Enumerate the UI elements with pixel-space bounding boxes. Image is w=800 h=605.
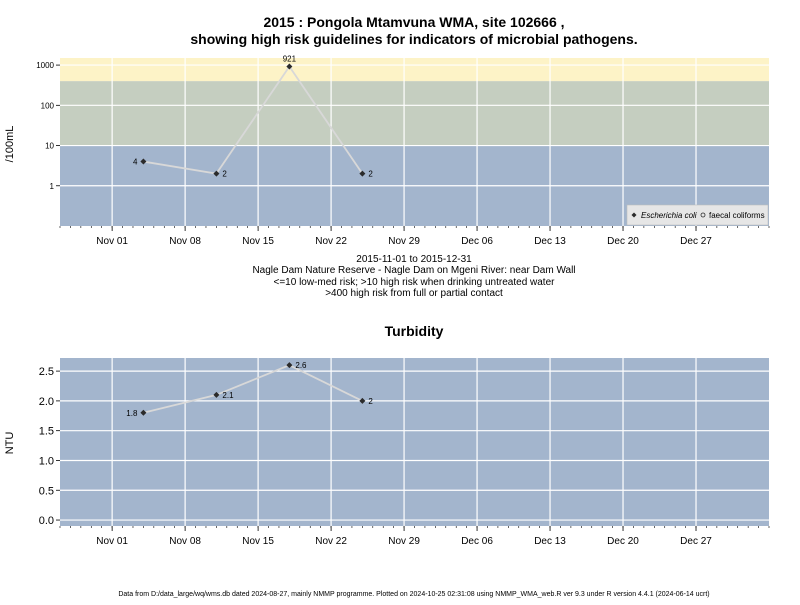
- top-point-2: [286, 63, 293, 70]
- top-chart-title-line1: 2015 : Pongola Mtamvuna WMA, site 102666…: [263, 14, 564, 30]
- legend: Escherichia coli faecal coliforms: [626, 204, 769, 226]
- top-y-tick-label-3: 1000: [36, 61, 54, 70]
- top-data-label-0: 4: [133, 158, 138, 167]
- bottom-y-ticks: 0.0 0.5 1.0 1.5 2.0 2.5: [39, 366, 60, 527]
- bot-data-label-1: 2.1: [222, 391, 234, 400]
- bottom-series-line: [143, 364, 363, 414]
- legend-entry-faecal: faecal coliforms: [709, 211, 765, 220]
- top-x-tick-label-0: Nov 01: [96, 236, 128, 247]
- top-point-1: [213, 170, 220, 177]
- bottom-x-ticks: Nov 01 Nov 08 Nov 15 Nov 22 Nov 29 Dec 06 Dec …: [59, 526, 770, 547]
- top-series-line-0: [143, 64, 364, 175]
- bot-data-label-3: 2: [368, 397, 373, 406]
- subtitle-site: Nagle Dam Nature Reserve - Nagle Dam on …: [252, 265, 575, 276]
- legend-box: [626, 204, 769, 226]
- top-grid: [60, 58, 769, 226]
- bot-x-tick-label-8: Dec 27: [680, 536, 712, 547]
- bot-x-tick-label-5: Dec 06: [461, 536, 493, 547]
- top-point-0: [140, 158, 147, 165]
- bot-x-tick-label-7: Dec 20: [607, 536, 639, 547]
- bot-data-label-2: 2.6: [295, 361, 307, 370]
- legend-entry-ecoli: Escherichia coli: [641, 211, 697, 220]
- subtitle-guideline-drinking: <=10 low-med risk; >10 high risk when dr…: [274, 277, 556, 288]
- bot-y-tick-label-3: 1.5: [39, 426, 54, 438]
- bot-y-tick-label-0: 0.0: [39, 515, 54, 527]
- risk-band-1: [60, 81, 769, 146]
- footer-note: Data from D:/data_large/wq/wms.db dated …: [118, 591, 709, 598]
- bot-series-line-0: [143, 364, 363, 414]
- top-series-line: [143, 64, 364, 175]
- risk-bands: [60, 58, 769, 226]
- top-data-labels: 4 2 921 2: [133, 55, 373, 179]
- top-data-label-2: 921: [283, 55, 297, 64]
- top-x-tick-label-2: Nov 15: [242, 236, 274, 247]
- bot-point-2: [286, 362, 293, 369]
- bot-x-tick-label-3: Nov 22: [315, 536, 347, 547]
- subtitle-date-range: 2015-11-01 to 2015-12-31: [356, 254, 472, 265]
- bottom-chart-title: Turbidity: [385, 323, 444, 339]
- bot-point-3: [359, 397, 366, 404]
- legend-marker-ecoli: [631, 212, 637, 218]
- bottom-plot-background: [60, 358, 769, 526]
- top-y-tick-label-2: 100: [41, 101, 55, 110]
- top-x-tick-label-5: Dec 06: [461, 236, 493, 247]
- bot-point-0: [140, 409, 147, 416]
- bot-x-tick-label-2: Nov 15: [242, 536, 274, 547]
- top-y-axis-label: /100mL: [4, 126, 16, 163]
- top-x-tick-label-1: Nov 08: [169, 236, 201, 247]
- top-x-tick-label-7: Dec 20: [607, 236, 639, 247]
- top-point-3: [359, 170, 366, 177]
- bot-y-tick-label-2: 1.0: [39, 455, 54, 467]
- top-y-tick-label-0: 1: [50, 182, 55, 191]
- top-data-label-1: 2: [222, 170, 227, 179]
- bot-x-tick-label-6: Dec 13: [534, 536, 566, 547]
- bot-data-label-0: 1.8: [126, 409, 138, 418]
- top-chart: 4 2 921 2 Nov 01 Nov 08 Nov 15 Nov 22 Nov 29 Dec…: [4, 55, 770, 247]
- top-data-label-3: 2: [368, 170, 373, 179]
- risk-band-2: [60, 58, 769, 82]
- bottom-data-labels: 1.8 2.1 2.6 2: [126, 361, 373, 418]
- bottom-grid: [60, 358, 769, 526]
- top-x-tick-label-4: Nov 29: [388, 236, 420, 247]
- bot-y-tick-label-5: 2.5: [39, 366, 54, 378]
- top-y-tick-label-1: 10: [45, 142, 54, 151]
- bot-x-tick-label-1: Nov 08: [169, 536, 201, 547]
- bottom-series-markers: [140, 362, 366, 416]
- bot-y-tick-label-1: 0.5: [39, 485, 54, 497]
- top-x-tick-label-3: Nov 22: [315, 236, 347, 247]
- bot-x-tick-label-4: Nov 29: [388, 536, 420, 547]
- top-x-tick-label-8: Dec 27: [680, 236, 712, 247]
- top-x-ticks: Nov 01 Nov 08 Nov 15 Nov 22 Nov 29 Dec 06 Dec …: [59, 226, 770, 247]
- top-x-tick-label-6: Dec 13: [534, 236, 566, 247]
- legend-marker-faecal: [700, 212, 706, 218]
- top-y-ticks: 1 10 100 1000: [36, 61, 60, 191]
- bot-x-tick-label-0: Nov 01: [96, 536, 128, 547]
- subtitle-guideline-contact: >400 high risk from full or partial cont…: [325, 288, 503, 299]
- top-chart-title-line2: showing high risk guidelines for indicat…: [190, 31, 637, 47]
- top-series-markers: [140, 63, 366, 177]
- bot-point-1: [213, 391, 220, 398]
- bot-y-tick-label-4: 2.0: [39, 396, 54, 408]
- bottom-y-axis-label: NTU: [4, 432, 16, 455]
- bottom-chart: 1.8 2.1 2.6 2 Nov 01 Nov 08 Nov 15 Nov 22 Nov 2…: [4, 358, 770, 547]
